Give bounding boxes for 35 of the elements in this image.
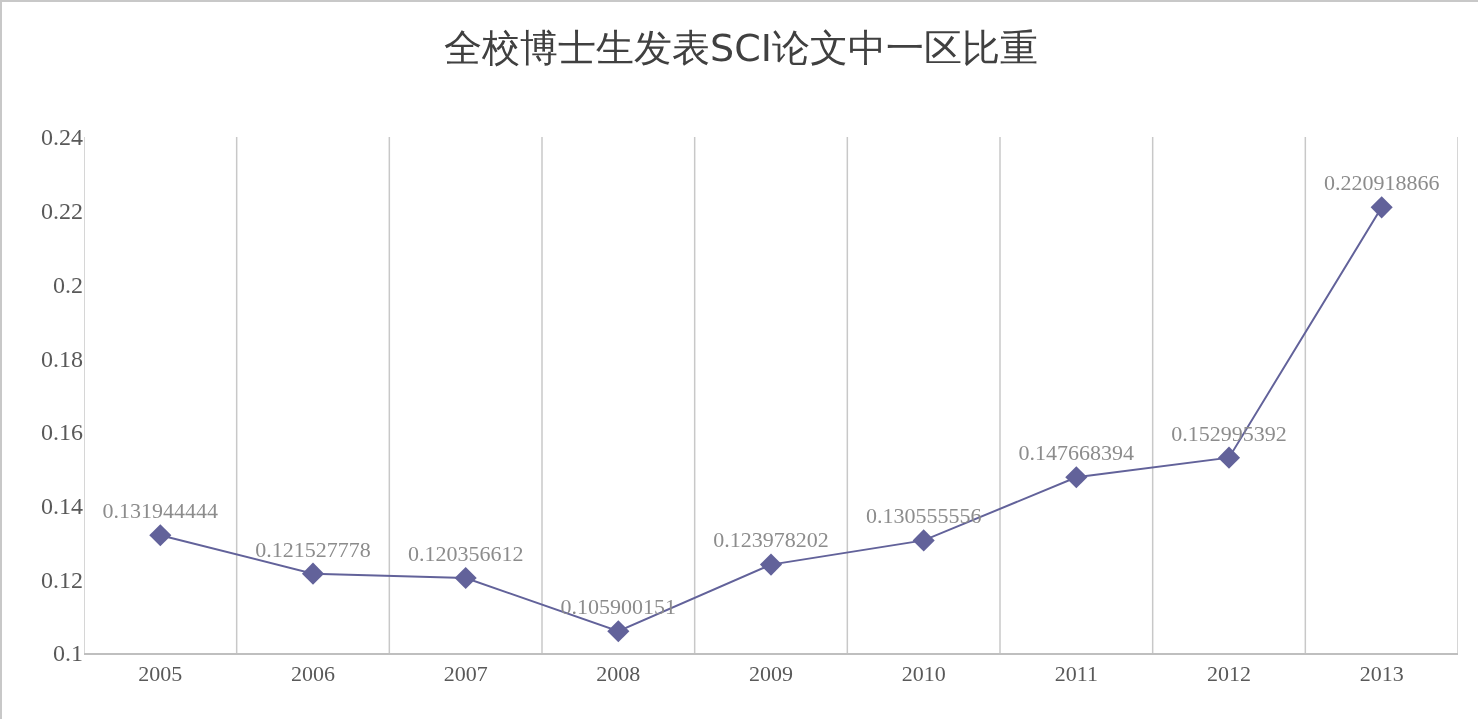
y-tick-label: 0.2 xyxy=(53,271,83,298)
point xyxy=(1065,466,1088,489)
point xyxy=(1217,446,1241,469)
point xyxy=(454,566,477,590)
point xyxy=(149,524,172,547)
y-tick-label: 0.24 xyxy=(41,124,83,151)
y-tick-label: 0.18 xyxy=(41,345,83,372)
y-tick-label: 0.14 xyxy=(41,492,83,519)
point xyxy=(1370,196,1393,219)
data-label: 0.105900151 xyxy=(560,594,677,620)
point xyxy=(759,553,783,576)
x-tick-label: 2013 xyxy=(1359,661,1404,687)
y-tick-label: 0.12 xyxy=(41,566,83,593)
y-tick-label: 0.1 xyxy=(53,640,83,667)
data-label: 0.130555556 xyxy=(865,503,982,529)
x-tick-label: 2012 xyxy=(1207,661,1251,687)
y-tick-label: 0.22 xyxy=(41,198,83,225)
x-tick-label: 2009 xyxy=(749,661,793,687)
x-tick-label: 2008 xyxy=(596,661,641,687)
chart-title: 全校博士生发表SCI论文中一区比重 xyxy=(444,25,1038,70)
point xyxy=(607,620,630,643)
x-tick-label: 2007 xyxy=(443,661,488,687)
data-label: 0.147668394 xyxy=(1018,440,1135,466)
x-tick-label: 2006 xyxy=(291,661,335,687)
point xyxy=(301,562,325,585)
x-tick-label: 2010 xyxy=(901,661,946,687)
data-label: 0.131944444 xyxy=(102,498,219,524)
data-label: 0.121527778 xyxy=(255,536,371,562)
y-tick-label: 0.16 xyxy=(41,419,83,446)
point xyxy=(912,529,935,552)
data-label: 0.120356612 xyxy=(407,540,524,566)
data-label: 0.123978202 xyxy=(713,527,829,553)
x-tick-label: 2005 xyxy=(138,661,183,687)
x-tick-label: 2011 xyxy=(1054,661,1098,687)
data-label: 0.220918866 xyxy=(1323,170,1440,196)
